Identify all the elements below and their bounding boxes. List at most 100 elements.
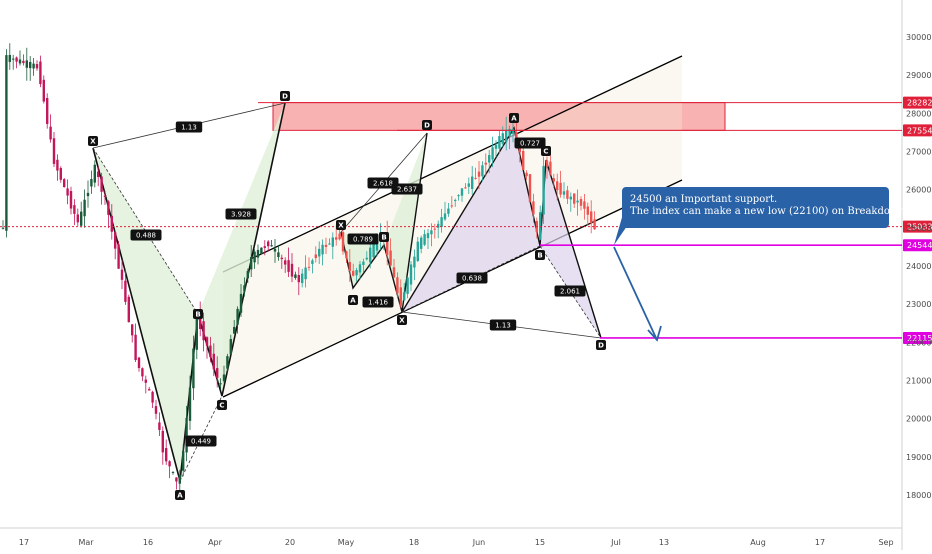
- candle-body: [117, 244, 120, 269]
- fib-ratio-label: 2.061: [560, 288, 580, 296]
- candle-body: [491, 147, 494, 160]
- candle-body: [542, 166, 545, 215]
- candle-body: [236, 308, 239, 325]
- candle-body: [250, 256, 253, 270]
- candle-body: [430, 230, 433, 235]
- fib-ratio-box: [489, 319, 517, 331]
- candle-body: [318, 248, 321, 257]
- pattern1-fill-b: [198, 103, 285, 396]
- candle-body: [63, 179, 66, 188]
- candle-body: [178, 474, 181, 484]
- candle-body: [355, 270, 358, 276]
- candle-body: [243, 285, 246, 292]
- candle-body: [348, 262, 351, 272]
- candle-body: [501, 133, 504, 144]
- candle-body: [42, 79, 45, 102]
- price-level-label: 28282: [907, 99, 932, 108]
- candle-body: [73, 205, 76, 214]
- candle-body: [579, 199, 583, 206]
- candle-body: [498, 136, 501, 149]
- fib-ratio-box: [175, 121, 203, 133]
- candle-body: [460, 188, 464, 196]
- pattern-point-box: [88, 136, 98, 146]
- y-tick-label: 26000: [906, 186, 931, 195]
- candle-body: [80, 211, 83, 226]
- candle-body: [539, 212, 542, 240]
- candle-body: [270, 245, 273, 247]
- fib-ratio-label: 2.637: [397, 186, 417, 194]
- candle-body: [314, 254, 317, 259]
- candle-body: [216, 368, 219, 378]
- candle-body: [22, 60, 25, 64]
- candle-body: [273, 248, 277, 252]
- candle-body: [341, 232, 345, 252]
- candle-body: [93, 164, 96, 183]
- resistance-zone: [272, 102, 726, 131]
- x-tick-label: May: [338, 538, 355, 547]
- pattern-point-label: X: [399, 317, 405, 325]
- fib-ratio-box: [456, 272, 488, 284]
- annotation-box: [622, 187, 889, 228]
- pattern-point-label: A: [350, 297, 356, 305]
- candle-body: [508, 128, 511, 137]
- candle-body: [545, 160, 549, 167]
- candle-body: [532, 201, 535, 215]
- candle-body: [168, 461, 171, 467]
- price-level-tag: [903, 239, 932, 252]
- candle-body: [131, 324, 134, 336]
- candle-body: [369, 247, 372, 263]
- projection-arrow: [613, 246, 658, 341]
- candle-body: [35, 64, 39, 69]
- candle-body: [440, 217, 443, 227]
- candle-body: [525, 172, 528, 177]
- candle-body: [199, 313, 202, 329]
- x-tick-label: 17: [815, 538, 825, 547]
- channel-lower-line: [222, 179, 683, 398]
- candle-body: [586, 206, 589, 215]
- y-tick-label: 19000: [906, 453, 931, 462]
- candle-body: [175, 477, 178, 482]
- candle-body: [202, 321, 205, 341]
- x-tick-label: 17: [19, 538, 29, 547]
- candle-body: [18, 59, 22, 64]
- candle-body: [528, 174, 532, 203]
- fib-ratio-label: 2.618: [373, 180, 393, 188]
- y-tick-label: 22000: [906, 338, 931, 347]
- candle-body: [29, 61, 32, 69]
- price-level-label: 25033: [907, 223, 932, 232]
- y-tick-label: 23000: [906, 300, 931, 309]
- candle-body: [338, 233, 341, 240]
- pattern-point-box: [509, 113, 519, 123]
- candle-body: [25, 60, 28, 68]
- candle-body: [161, 430, 164, 453]
- y-tick-label: 29000: [906, 71, 931, 80]
- candle-body: [396, 277, 399, 294]
- candle-body: [365, 257, 368, 260]
- pattern3-fill-b: [540, 160, 601, 338]
- candle-body: [488, 155, 491, 163]
- candle-body: [246, 270, 249, 279]
- price-level-label: 22115: [907, 334, 932, 343]
- candle-body: [120, 269, 124, 280]
- candle-body: [562, 191, 566, 195]
- candle-body: [321, 244, 324, 255]
- candle-body: [328, 243, 331, 245]
- candle-body: [566, 190, 569, 199]
- candle-body: [511, 129, 515, 134]
- y-tick-label: 21000: [906, 377, 931, 386]
- pattern-point-box: [175, 490, 185, 500]
- candle-body: [280, 257, 283, 260]
- pattern-point-label: B: [381, 234, 386, 242]
- y-tick-label: 18000: [906, 491, 931, 500]
- candle-body: [399, 287, 402, 306]
- candle-body: [454, 199, 457, 201]
- candle-body: [32, 63, 35, 69]
- pattern-point-box: [422, 120, 432, 130]
- candle-body: [413, 256, 416, 268]
- candle-body: [110, 215, 113, 232]
- fib-ratio-box: [367, 177, 399, 189]
- fib-ratio-label: 0.789: [353, 236, 373, 244]
- candle-body: [590, 211, 593, 224]
- y-tick-label: 24000: [906, 262, 931, 271]
